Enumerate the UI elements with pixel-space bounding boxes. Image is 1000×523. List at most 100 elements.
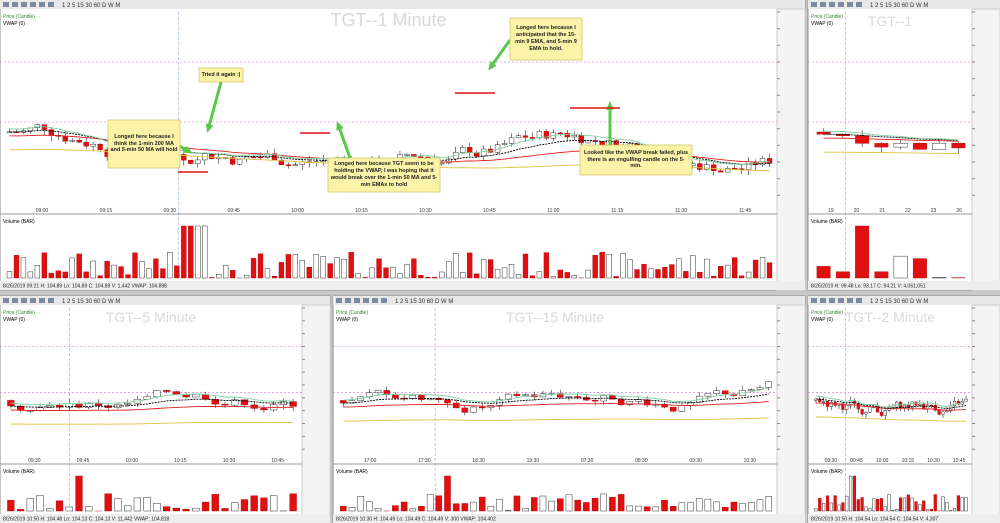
volume-bar (875, 499, 880, 512)
tool-icon[interactable] (820, 2, 826, 7)
volume-bar (531, 497, 538, 512)
volume-bar (661, 499, 668, 512)
volume-bar (75, 475, 83, 512)
volume-bar (55, 270, 61, 279)
candle (829, 402, 833, 407)
note-box (107, 119, 181, 169)
tool-icon[interactable] (48, 298, 54, 303)
volume-bar (425, 276, 431, 279)
volume-bar (912, 258, 927, 279)
volume-bar (652, 506, 660, 512)
tool-icon[interactable] (336, 298, 342, 303)
volume-bar (874, 271, 889, 279)
volume-bar (964, 497, 968, 512)
volume-bar (340, 505, 347, 512)
candle (348, 400, 356, 404)
timeframe-buttons[interactable]: 1 2 5 15 30 60 D W M (870, 299, 928, 305)
candle (879, 412, 883, 416)
candle (229, 157, 236, 165)
volume-bar (745, 271, 752, 279)
volume-bar (609, 496, 616, 512)
vwap-label: VWAP (0) (811, 21, 833, 27)
tool-icon[interactable] (363, 298, 369, 303)
volume-bar (341, 259, 347, 279)
volume-label: Volume (BAR) (811, 219, 843, 225)
timeframe-buttons[interactable]: 1 2 5 15 30 60 D W M (395, 299, 453, 305)
candle (571, 135, 577, 138)
volume-bar (849, 475, 853, 512)
volume-bar (478, 496, 486, 512)
tool-icon[interactable] (838, 2, 844, 7)
tool-icon[interactable] (811, 298, 817, 303)
candle (83, 142, 89, 147)
volume-bar (550, 276, 556, 279)
tool-icon[interactable] (30, 298, 36, 303)
tool-icon[interactable] (39, 298, 45, 303)
volume-bar (501, 267, 508, 279)
volume-bar (487, 505, 495, 512)
volume-bar (929, 508, 933, 512)
volume-bar (825, 495, 830, 512)
price-axis (776, 304, 806, 523)
volume-bar (766, 262, 773, 279)
tool-icon[interactable] (829, 2, 835, 7)
tool-icon[interactable] (21, 298, 27, 303)
timeframe-buttons[interactable]: 1 2 5 15 30 60 D W M (870, 3, 928, 9)
candle (765, 381, 772, 388)
volume-bar (687, 502, 694, 512)
indicator-line (815, 398, 967, 409)
tool-icon[interactable] (838, 298, 844, 303)
vwap-label: VWAP (0) (3, 317, 25, 323)
tool-icon[interactable] (3, 2, 9, 7)
volume-bar (592, 255, 598, 279)
volume-bar (97, 275, 103, 279)
time-label: 10:45 (483, 208, 496, 214)
volume-bar (704, 258, 710, 279)
tool-icon[interactable] (12, 2, 18, 7)
tool-icon[interactable] (829, 298, 835, 303)
tool-icon[interactable] (856, 298, 862, 303)
indicator-line (823, 133, 959, 141)
candle (932, 142, 947, 150)
tool-icon[interactable] (345, 298, 351, 303)
time-label: 09:30 (28, 458, 41, 464)
tool-icon[interactable] (39, 2, 45, 7)
volume-bar (201, 501, 210, 512)
note-holder: Looked like the VWAP break failed, plus … (584, 150, 688, 170)
tool-icon[interactable] (372, 298, 378, 303)
volume-bar (174, 265, 180, 279)
tool-icon[interactable] (820, 298, 826, 303)
tool-icon[interactable] (381, 298, 387, 303)
candle (874, 143, 889, 148)
candle (893, 143, 908, 148)
tool-icon[interactable] (12, 298, 18, 303)
volume-bar (655, 269, 661, 279)
candle (855, 135, 870, 144)
candle (883, 410, 887, 416)
volume-bar (461, 503, 469, 512)
tool-icon[interactable] (21, 2, 27, 7)
tool-icon[interactable] (48, 2, 54, 7)
tool-icon[interactable] (3, 298, 9, 303)
price-label: Price (Candle) (811, 310, 843, 316)
tool-icon[interactable] (354, 298, 360, 303)
indicator-line (815, 395, 967, 408)
annotation: Looked like the VWAP break failed, plus … (579, 101, 693, 176)
tool-icon[interactable] (856, 2, 862, 7)
tool-icon[interactable] (847, 2, 853, 7)
volume-bar (143, 497, 151, 512)
candle (236, 159, 243, 165)
tool-icon[interactable] (847, 298, 853, 303)
tool-icon[interactable] (30, 2, 36, 7)
timeframe-buttons[interactable]: 1 2 5 15 30 60 D W M (62, 299, 120, 305)
tool-icon[interactable] (811, 2, 817, 7)
volume-label: Volume (BAR) (811, 469, 843, 475)
volume-bar (732, 257, 738, 279)
volume-bar (27, 271, 34, 279)
volume-bar (7, 500, 15, 512)
volume-bar (362, 277, 368, 279)
candle (929, 404, 933, 407)
volume-bar (153, 258, 159, 279)
time-label: 10:15 (355, 208, 368, 214)
timeframe-buttons[interactable]: 1 2 5 15 30 60 D W M (62, 3, 120, 9)
